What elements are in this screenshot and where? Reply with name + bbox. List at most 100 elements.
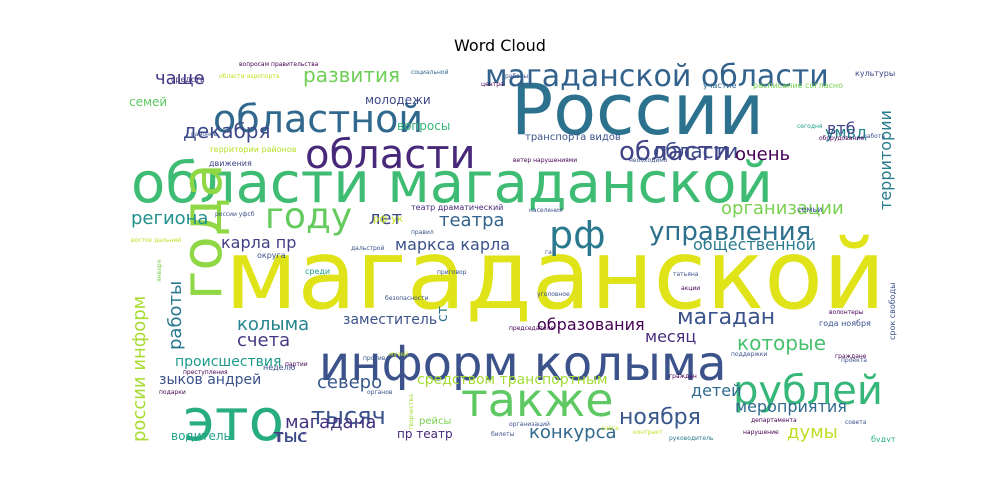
word-54: семей [129, 95, 167, 109]
word-57: ст [435, 306, 451, 322]
word-43: территории [876, 110, 895, 210]
word-44: работы [165, 281, 186, 350]
word-89: председателя [509, 325, 554, 332]
word-27: северо [317, 372, 382, 393]
word-9: году [265, 196, 352, 237]
word-38: очень [735, 144, 790, 165]
word-1: области магаданской [131, 151, 773, 216]
word-64: сегодня [797, 123, 823, 130]
word-100: департамента [751, 417, 797, 424]
word-114: россии уфсб [215, 211, 255, 218]
word-5: также [461, 373, 614, 427]
word-98: граждане [835, 353, 867, 360]
word-33: карла пр [221, 233, 296, 252]
word-92: округа [257, 251, 286, 260]
word-106: подарки [159, 389, 186, 396]
word-39: умвд [825, 123, 867, 142]
word-65: семьи [797, 205, 822, 214]
word-4: это [183, 386, 284, 442]
word-37: области [653, 139, 738, 163]
word-32: маркса карла [395, 235, 510, 254]
word-42: общественной [693, 235, 816, 254]
word-40: втб [827, 119, 856, 138]
word-111: января [156, 259, 163, 282]
word-0: магаданской [225, 219, 885, 331]
word-53: пр театр [397, 427, 453, 441]
word-63: культуры [855, 69, 895, 78]
word-48: водитель [171, 429, 231, 442]
word-55: молодежи [365, 93, 431, 107]
word-6: года [170, 163, 235, 300]
word-59: движения [209, 159, 252, 168]
word-68: руководитель [669, 435, 714, 442]
word-108: против [363, 355, 386, 362]
word-95: восток дальний [131, 237, 181, 244]
word-94: дальстрой [351, 245, 384, 252]
word-102: контракт [633, 429, 663, 436]
word-31: лет [369, 208, 402, 229]
word-18: которые [737, 331, 826, 355]
word-103: билеты [491, 431, 515, 438]
word-14: области [619, 137, 730, 167]
word-51: месяц [645, 327, 696, 346]
word-66: срок свободы [888, 283, 897, 340]
word-77: ветер нарушениями [513, 157, 577, 164]
word-24: образования [537, 315, 645, 334]
word-115: центра [481, 81, 504, 88]
word-80: оборудование [819, 135, 864, 142]
word-47: происшествия [175, 354, 281, 370]
word-97: поддержки [731, 351, 767, 358]
word-88: организаций [509, 421, 550, 428]
word-101: нарушение [743, 429, 779, 436]
chart-title: Word Cloud [454, 36, 546, 55]
word-29: колыма [237, 314, 309, 335]
word-52: тыс [275, 427, 306, 442]
word-35: чаще [155, 68, 205, 89]
word-23: думы [787, 422, 838, 442]
word-13: управления [649, 217, 811, 247]
word-8: области [305, 132, 476, 178]
word-87: творчества [408, 394, 415, 430]
word-11: рублей [733, 368, 883, 414]
word-79: работа [863, 133, 885, 140]
word-16: декабря [183, 119, 271, 143]
word-7: областной [213, 97, 423, 141]
word-20: ноября [619, 405, 701, 430]
word-30: театра [439, 210, 505, 231]
word-109: органов [367, 389, 393, 396]
word-10: магаданской области [485, 60, 829, 94]
word-22: детей [691, 381, 741, 400]
word-118: работы [505, 73, 528, 80]
word-34: региона [131, 208, 208, 229]
word-56: вопросы [397, 119, 450, 133]
word-19: тысяч [311, 402, 386, 430]
word-113: правил [411, 229, 434, 236]
word-76: районов [191, 131, 218, 138]
word-3: информ колыма [319, 336, 726, 392]
word-41: организации [721, 198, 844, 219]
word-70: расписание согласно [753, 81, 843, 90]
word-75: области аэропорта [219, 73, 280, 80]
word-104: снега [601, 425, 619, 432]
word-96: приговор [437, 269, 467, 276]
word-86: рейсы [419, 416, 451, 427]
word-50: заместитель [343, 312, 437, 328]
word-93: среди [305, 267, 330, 276]
word-112: музей [389, 351, 408, 358]
word-61: театр драматический [411, 203, 503, 212]
word-36: тыс [273, 426, 308, 442]
word-71: участие [703, 81, 737, 90]
word-26: магадана [285, 412, 376, 433]
word-2: России [511, 69, 764, 151]
word-107: преступления [183, 369, 228, 376]
word-99: совета [845, 419, 867, 426]
word-84: проекта [841, 357, 867, 364]
word-58: территории районов [209, 145, 297, 154]
word-15: развития [303, 63, 400, 87]
word-62: транспорта видов [525, 132, 621, 143]
word-45: россии информ [129, 296, 150, 442]
word-28: счета [237, 330, 290, 351]
word-12: рф [549, 213, 606, 257]
word-85: граждан [669, 373, 697, 380]
